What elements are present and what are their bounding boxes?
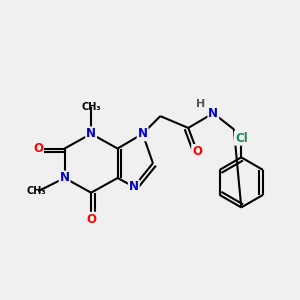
Text: O: O: [192, 145, 202, 158]
Text: N: N: [86, 127, 96, 140]
Text: N: N: [129, 180, 139, 193]
Text: N: N: [208, 107, 218, 120]
Text: O: O: [86, 213, 96, 226]
Text: Cl: Cl: [235, 132, 248, 145]
Text: CH₃: CH₃: [27, 186, 46, 196]
Text: CH₃: CH₃: [81, 102, 101, 112]
Text: H: H: [196, 99, 206, 109]
Text: N: N: [60, 172, 70, 184]
Text: O: O: [33, 142, 43, 155]
Text: N: N: [138, 127, 148, 140]
